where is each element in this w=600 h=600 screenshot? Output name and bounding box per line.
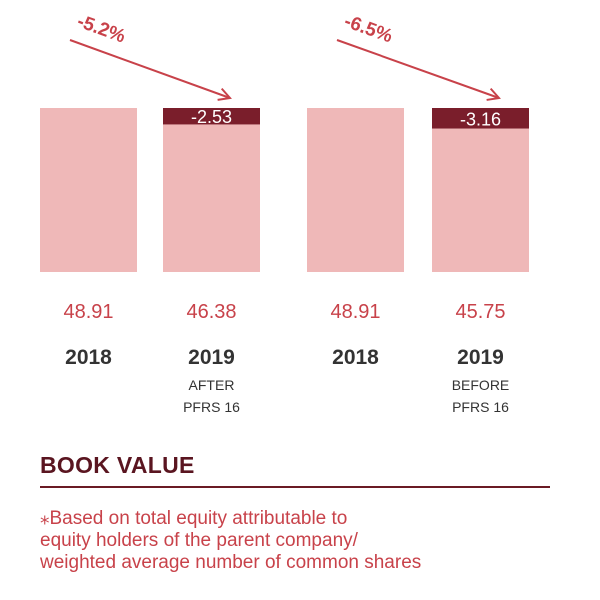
value-label: 45.75 xyxy=(455,301,505,323)
footnote: ⁎Based on total equity attributable to e… xyxy=(40,508,580,574)
footnote-line-3: weighted average number of common shares xyxy=(40,552,422,573)
change-arrow xyxy=(69,39,230,98)
bar xyxy=(163,124,260,272)
chart-title: BOOK VALUE xyxy=(40,452,195,478)
value-label: 48.91 xyxy=(330,301,380,323)
delta-label: -2.53 xyxy=(191,107,232,127)
year-label: 2018 xyxy=(65,346,112,369)
percent-change-label: -6.5% xyxy=(341,11,395,48)
delta-segment xyxy=(163,108,260,125)
footnote-line-2: equity holders of the parent company/ xyxy=(40,530,358,551)
delta-segment xyxy=(432,108,529,129)
bar xyxy=(307,108,404,272)
category-sublabel: BEFORE xyxy=(452,377,510,393)
change-arrow xyxy=(336,39,499,98)
year-label: 2018 xyxy=(332,346,379,369)
bar xyxy=(40,108,137,272)
percent-change-label: -5.2% xyxy=(74,11,128,48)
value-label: 46.38 xyxy=(186,301,236,323)
delta-label: -3.16 xyxy=(460,109,501,129)
category-sublabel: PFRS 16 xyxy=(183,399,240,415)
category-sublabel: AFTER xyxy=(189,377,235,393)
year-label: 2019 xyxy=(188,346,235,369)
footnote-line-1: ⁎Based on total equity attributable to xyxy=(40,508,348,529)
value-label: 48.91 xyxy=(63,301,113,323)
year-label: 2019 xyxy=(457,346,504,369)
category-sublabel: PFRS 16 xyxy=(452,399,509,415)
bar xyxy=(432,128,529,272)
title-divider xyxy=(40,486,550,488)
